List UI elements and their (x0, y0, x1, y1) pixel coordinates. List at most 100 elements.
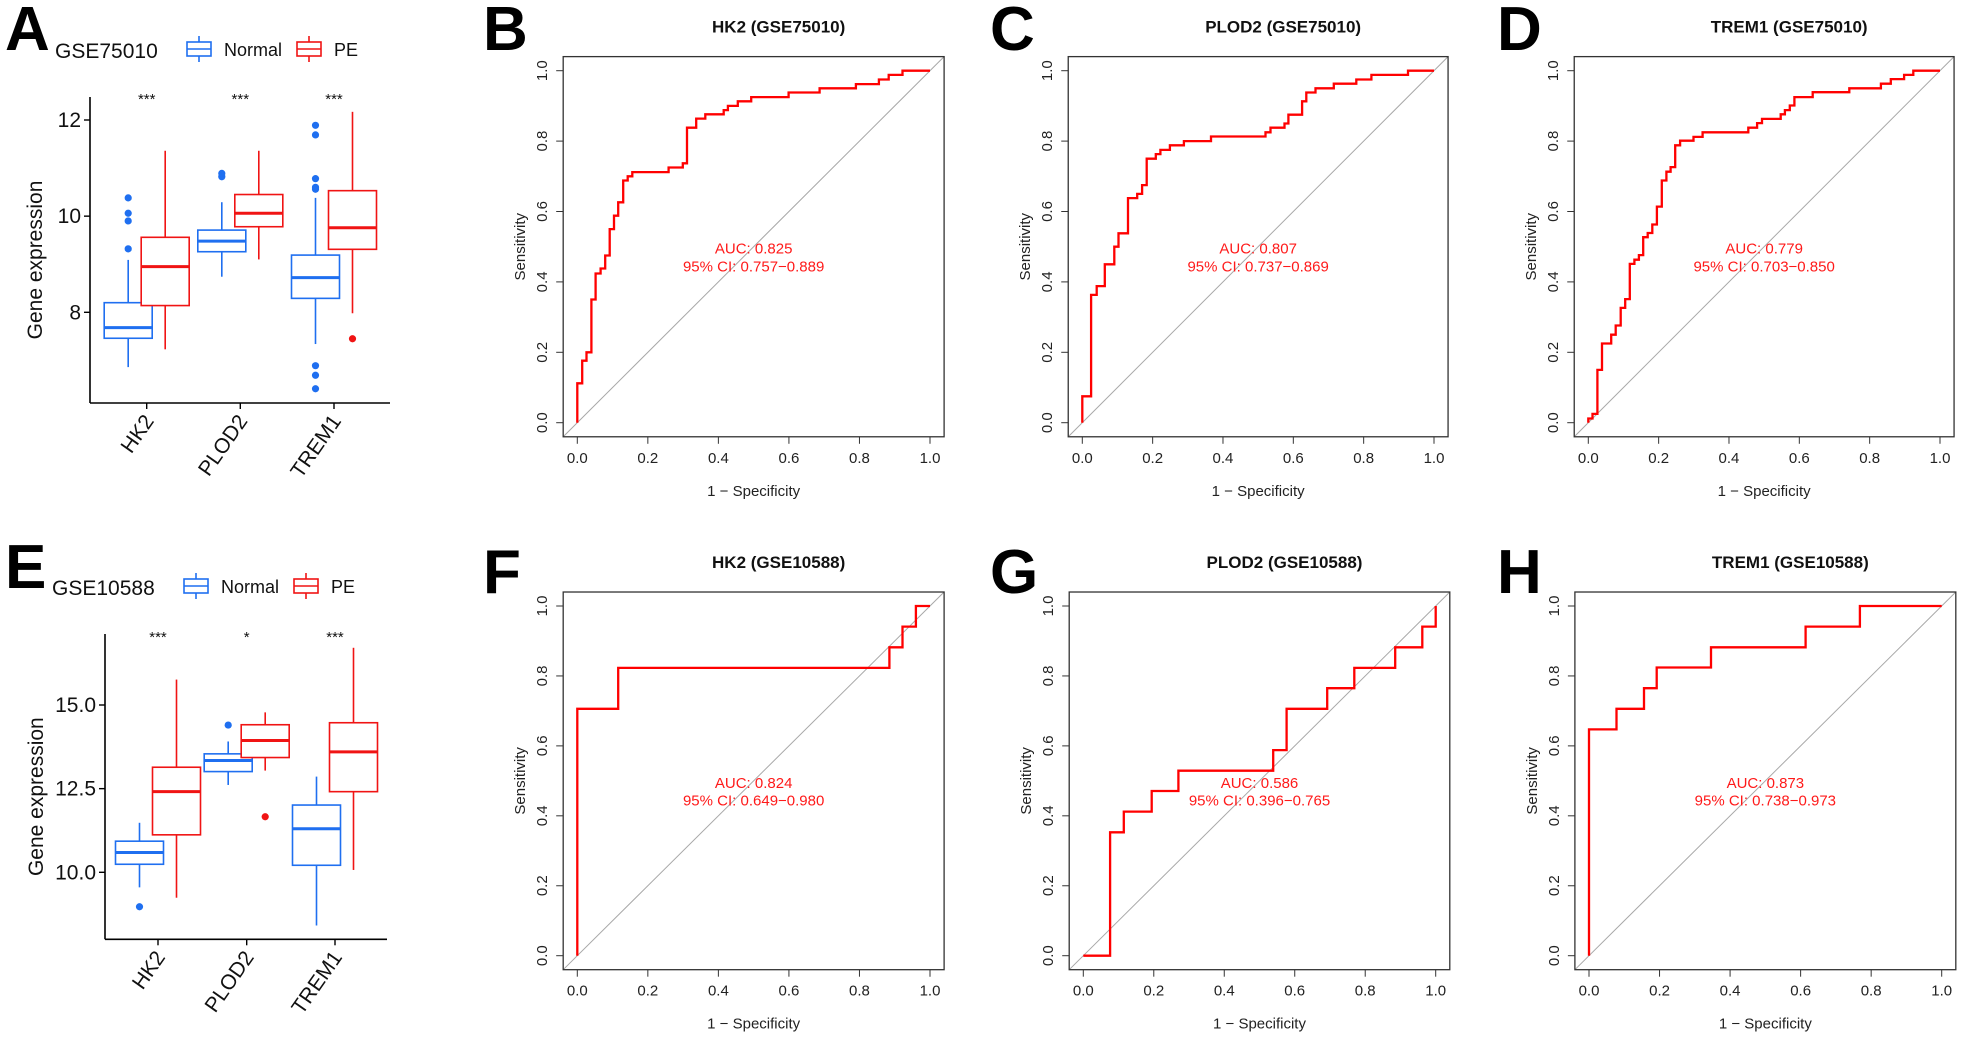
x-tick-label: 1.0 (920, 983, 941, 1000)
box-iqr (151, 766, 202, 836)
x-tick-label: 0.0 (1579, 983, 1600, 1000)
significance-label: *** (149, 629, 167, 646)
y-tick-label: 0.0 (534, 945, 551, 966)
box-normal-hk2 (103, 194, 153, 368)
panel-letter: D (1497, 0, 1542, 64)
y-tick-label: 1.0 (1545, 60, 1562, 81)
significance-label: *** (232, 91, 250, 108)
legend-item-pe: PE (296, 36, 358, 62)
chart-title: HK2 (GSE75010) (712, 18, 845, 37)
outlier-point (124, 209, 132, 217)
panel-letter: B (483, 0, 528, 64)
outlier-point (124, 194, 132, 202)
x-tick-label: PLOD2 (200, 947, 258, 1017)
panel-letter: H (1497, 538, 1542, 607)
y-tick-label: 0.6 (1545, 201, 1562, 222)
dataset-title: GSE75010 (55, 40, 158, 63)
y-tick-label: 8 (69, 301, 81, 324)
outlier-point (348, 335, 357, 343)
y-axis-label: Sensitivity (1524, 747, 1541, 815)
y-axis-label: Sensitivity (1018, 747, 1035, 815)
y-tick-label: 0.8 (1546, 666, 1563, 687)
x-tick-label: 0.0 (1578, 450, 1599, 467)
reference-diagonal (1068, 591, 1451, 971)
x-tick-label: 0.4 (708, 983, 729, 1000)
x-tick-label: 0.6 (1790, 983, 1811, 1000)
panel-d: D TREM1 (GSE75010) 0.0 0.0 0.2 0.2 0.4 0.4 0.6 0.… (1497, 0, 1955, 500)
x-tick-label: 0.8 (1859, 450, 1880, 467)
chart-title: PLOD2 (GSE75010) (1205, 18, 1361, 37)
outlier-point (311, 121, 320, 129)
y-tick-label: 1.0 (1040, 596, 1057, 617)
box-pe-hk2 (151, 679, 202, 898)
y-tick-label: 0.8 (1040, 666, 1057, 687)
legend-label: PE (331, 577, 355, 597)
y-tick-label: 0.0 (1545, 412, 1562, 433)
y-axis-label: Sensitivity (1523, 212, 1540, 280)
y-tick-label: 10.0 (55, 861, 96, 884)
x-tick-label: 0.4 (708, 450, 729, 467)
x-tick-label: 0.6 (778, 450, 799, 467)
outlier-point (224, 721, 232, 729)
y-tick-label: 0.6 (1546, 735, 1563, 756)
reference-diagonal (1067, 56, 1449, 438)
y-tick-label: 0.6 (534, 735, 551, 756)
x-axis-label: 1 − Specificity (707, 483, 800, 500)
box-pe-trem1 (328, 647, 379, 870)
reference-diagonal (562, 591, 945, 971)
significance-label: *** (326, 629, 344, 646)
x-tick-label: PLOD2 (194, 411, 252, 481)
plot-frame (1068, 591, 1451, 971)
panel-f: F HK2 (GSE10588) 0.0 0.0 0.2 0.2 0.4 0.4 0.6 0.6 0… (483, 538, 945, 1033)
significance-label: *** (325, 91, 343, 108)
roc-curve (576, 604, 930, 956)
auc-label: AUC: 0.824 (715, 775, 793, 792)
y-axis-label: Gene expression (25, 717, 48, 876)
x-tick-label: 0.8 (849, 450, 870, 467)
x-tick-label: 0.2 (1143, 983, 1164, 1000)
x-tick-label: 0.0 (567, 450, 588, 467)
x-tick-label: 0.8 (849, 983, 870, 1000)
plot-frame (562, 55, 945, 438)
chart-title: TREM1 (GSE10588) (1712, 553, 1869, 572)
x-axis-label: 1 − Specificity (1719, 1016, 1812, 1033)
y-tick-label: 0.8 (1039, 131, 1056, 152)
x-tick-label: HK2 (128, 947, 170, 994)
plot-frame (1067, 55, 1449, 438)
y-tick-label: 0.2 (1040, 875, 1057, 896)
panel-letter: G (990, 538, 1038, 607)
legend-label: Normal (221, 577, 279, 597)
y-tick-label: 0.8 (534, 666, 551, 687)
y-tick-label: 1.0 (1546, 596, 1563, 617)
roc-curve (1081, 69, 1434, 423)
x-axis-label: 1 − Specificity (1718, 483, 1811, 500)
y-tick-label: 0.2 (1545, 342, 1562, 363)
auc-label: AUC: 0.779 (1725, 241, 1803, 258)
roc-curve (1587, 604, 1942, 956)
box-iqr (327, 189, 378, 251)
y-tick-label: 0.4 (534, 805, 551, 826)
panel-g: G PLOD2 (GSE10588) 0.0 0.0 0.2 0.2 0.4 0.4 0.6 0.… (990, 538, 1451, 1033)
x-tick-label: 0.0 (567, 983, 588, 1000)
box-iqr (328, 721, 379, 793)
auc-label: AUC: 0.873 (1727, 775, 1805, 792)
x-tick-label: 0.6 (1283, 450, 1304, 467)
y-tick-label: 0.2 (1039, 342, 1056, 363)
ci-label: 95% CI: 0.703−0.850 (1693, 258, 1834, 275)
plot-frame (1573, 55, 1955, 438)
reference-diagonal (562, 56, 945, 438)
legend-item-pe: PE (293, 573, 355, 599)
outlier-point (311, 131, 320, 139)
y-tick-label: 0.0 (534, 412, 551, 433)
plot-frame (1574, 591, 1957, 971)
box-iqr (140, 236, 190, 307)
x-tick-label: 0.4 (1213, 450, 1234, 467)
outlier-point (311, 362, 320, 370)
auc-label: AUC: 0.807 (1219, 241, 1297, 258)
outlier-point (311, 385, 320, 393)
ci-label: 95% CI: 0.649−0.980 (683, 792, 824, 809)
y-tick-label: 0.4 (1545, 271, 1562, 292)
box-normal-hk2 (114, 822, 165, 911)
x-tick-label: HK2 (117, 411, 159, 458)
plot-frame (562, 591, 945, 971)
